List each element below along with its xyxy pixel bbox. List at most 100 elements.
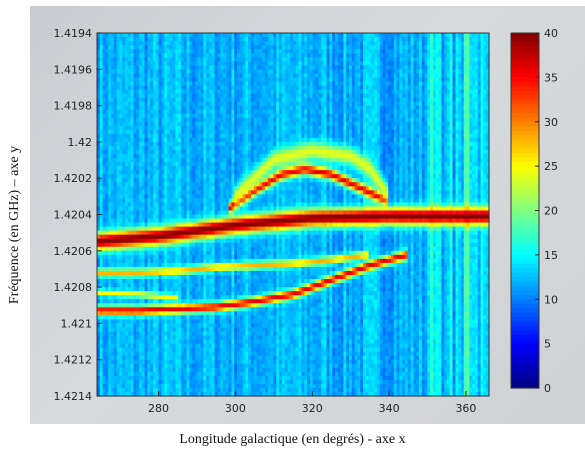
heatmap-cell <box>147 133 151 139</box>
heatmap-cell <box>136 283 140 288</box>
heatmap-cell <box>141 198 146 203</box>
heatmap-cell <box>119 141 123 147</box>
heatmap-cell <box>161 335 165 341</box>
heatmap-cell <box>111 41 115 46</box>
heatmap-cell <box>97 194 101 199</box>
heatmap-cell <box>119 367 123 373</box>
heatmap-cell <box>116 283 120 288</box>
heatmap-cell <box>153 303 157 308</box>
heatmap-cell <box>97 270 101 276</box>
heatmap-cell <box>119 65 123 70</box>
heatmap-cell <box>172 145 176 151</box>
heatmap-cell <box>153 246 157 252</box>
heatmap-cell <box>161 371 165 377</box>
heatmap-cell <box>144 234 148 240</box>
heatmap-cell <box>169 371 174 377</box>
heatmap-cell <box>153 105 157 111</box>
heatmap-cell <box>99 158 104 163</box>
heatmap-cell <box>127 186 132 191</box>
heatmap-cell <box>141 129 146 135</box>
heatmap-cell <box>139 33 143 38</box>
heatmap-cell <box>116 65 120 70</box>
heatmap-cell <box>136 37 140 42</box>
heatmap-cell <box>127 113 132 119</box>
heatmap-cell <box>169 254 174 260</box>
heatmap-cell <box>139 210 143 216</box>
heatmap-cell <box>99 383 104 389</box>
heatmap-cell <box>122 226 126 232</box>
heatmap-cell <box>105 166 109 171</box>
heatmap-cell <box>116 299 120 304</box>
heatmap-cell <box>99 57 104 62</box>
heatmap-cell <box>141 210 146 216</box>
heatmap-cell <box>169 81 174 87</box>
heatmap-cell <box>116 347 120 353</box>
heatmap-cell <box>161 53 165 58</box>
heatmap-cell <box>97 291 101 296</box>
heatmap-cell <box>127 254 132 260</box>
heatmap-cell <box>144 77 148 82</box>
heatmap-cell <box>113 190 118 195</box>
heatmap-cell <box>167 250 171 256</box>
heatmap-cell <box>144 85 148 91</box>
heatmap-cell <box>153 93 157 99</box>
heatmap-cell <box>158 85 162 91</box>
heatmap-cell <box>150 222 154 228</box>
heatmap-cell <box>97 315 101 320</box>
heatmap-cell <box>167 335 171 341</box>
heatmap-cell <box>153 375 157 381</box>
heatmap-cell <box>127 170 132 175</box>
heatmap-cell <box>147 299 151 304</box>
heatmap-cell <box>111 145 115 151</box>
heatmap-cell <box>141 323 146 329</box>
heatmap-cell <box>119 69 123 74</box>
heatmap-cell <box>153 170 157 175</box>
heatmap-cell <box>102 33 106 38</box>
heatmap-cell <box>158 73 162 78</box>
heatmap-cell <box>158 347 162 353</box>
heatmap-cell <box>105 65 109 70</box>
heatmap-cell <box>150 121 154 127</box>
heatmap-cell <box>125 113 129 119</box>
heatmap-cell <box>111 287 115 292</box>
heatmap-cell <box>99 117 104 123</box>
heatmap-cell <box>147 77 151 82</box>
heatmap-cell <box>116 77 120 82</box>
heatmap-cell <box>150 117 154 123</box>
heatmap-cell <box>122 387 126 393</box>
heatmap-cell <box>111 226 115 232</box>
heatmap-cell <box>97 113 101 119</box>
heatmap-cell <box>161 387 165 393</box>
heatmap-cell <box>155 295 160 300</box>
heatmap-cell <box>147 93 151 99</box>
heatmap-cell <box>133 117 137 123</box>
heatmap-cell <box>136 262 140 268</box>
heatmap-cell <box>147 375 151 381</box>
heatmap-cell <box>150 335 154 341</box>
heatmap-cell <box>111 307 115 312</box>
heatmap-cell <box>169 174 174 179</box>
heatmap-cell <box>133 222 137 228</box>
heatmap-cell <box>141 37 146 42</box>
heatmap-cell <box>172 166 176 171</box>
heatmap-cell <box>141 186 146 191</box>
heatmap-cell <box>164 303 168 308</box>
heatmap-cell <box>108 303 112 308</box>
heatmap-cell <box>139 218 143 224</box>
heatmap-cell <box>164 198 168 203</box>
heatmap-cell <box>130 81 134 87</box>
heatmap-cell <box>155 387 160 393</box>
heatmap-cell <box>136 355 140 361</box>
heatmap-cell <box>139 141 143 147</box>
heatmap-cell <box>111 49 115 54</box>
heatmap-cell <box>141 57 146 62</box>
heatmap-cell <box>105 234 109 240</box>
heatmap-cell <box>150 275 154 280</box>
heatmap-cell <box>97 85 101 91</box>
heatmap-cell <box>127 319 132 324</box>
heatmap-cell <box>130 371 134 377</box>
heatmap-cell <box>108 101 112 107</box>
heatmap-cell <box>113 315 118 320</box>
heatmap-cell <box>153 351 157 357</box>
heatmap-cell <box>139 137 143 143</box>
